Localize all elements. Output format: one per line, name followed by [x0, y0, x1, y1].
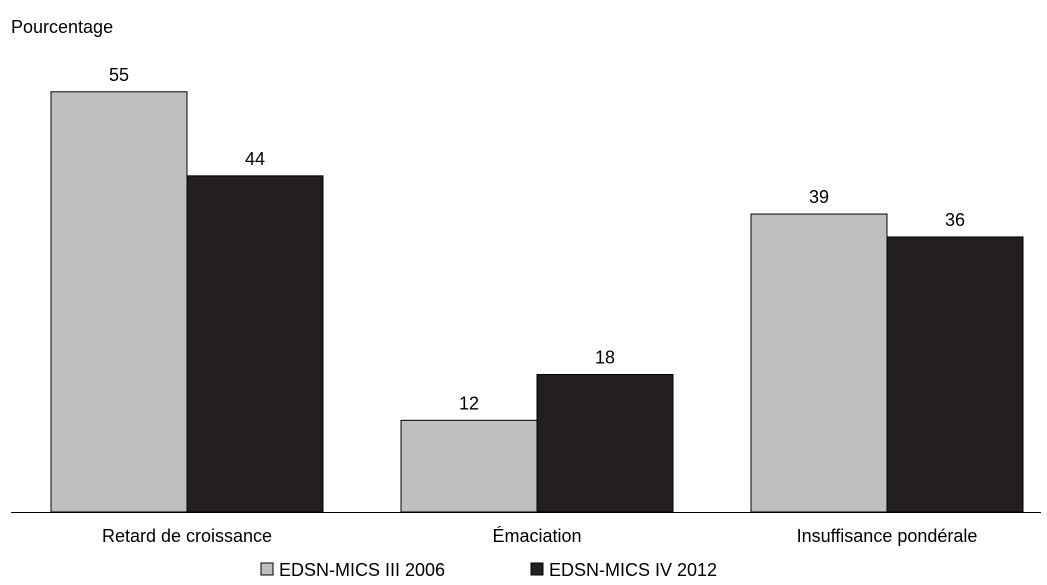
data-label: 12	[459, 393, 479, 413]
data-label: 18	[595, 347, 615, 367]
data-label: 39	[809, 187, 829, 207]
legend-swatch-2	[530, 562, 544, 576]
legend-label-2: EDSN-MICS IV 2012	[549, 560, 717, 580]
legend-label-1: EDSN-MICS III 2006	[279, 560, 445, 580]
data-label: 36	[945, 210, 965, 230]
x-tick-label: Retard de croissance	[102, 526, 272, 546]
data-label: 44	[245, 149, 265, 169]
x-tick-label: Émaciation	[492, 526, 581, 546]
bar-series2-1	[186, 175, 324, 513]
bar-series1-2	[400, 419, 538, 513]
y-axis-label: Pourcentage	[11, 17, 114, 37]
bar-series1-1	[50, 91, 188, 513]
bar-series2-2	[536, 373, 674, 513]
x-tick-label: Insuffisance pondérale	[797, 526, 978, 546]
legend-swatch-1	[260, 562, 274, 576]
data-label: 55	[109, 65, 129, 85]
bar-series2-3	[886, 236, 1024, 513]
bar-series1-3	[750, 213, 888, 513]
